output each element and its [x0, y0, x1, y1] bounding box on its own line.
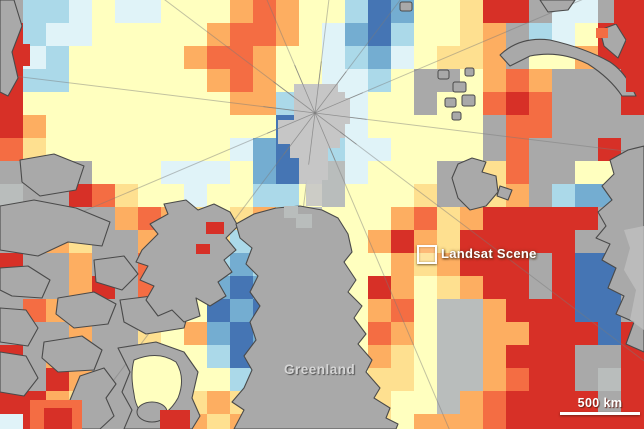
landsat-scene-label: Landsat Scene — [441, 246, 537, 261]
greenland-label: Greenland — [284, 362, 356, 377]
island-svalbard — [451, 157, 499, 211]
island-bathurst — [93, 255, 139, 291]
land-scandinavia — [595, 145, 644, 353]
scandinavia-highlight — [624, 226, 644, 330]
islands-franz-josef — [399, 1, 476, 121]
island-cornwallis — [55, 291, 117, 329]
island-west-2 — [0, 307, 39, 347]
island-melville — [0, 199, 111, 257]
island-arc-severnaya — [499, 38, 637, 97]
land-greenland — [231, 205, 399, 429]
land-topright-coast — [539, 0, 576, 13]
scale-bar-line — [560, 412, 640, 415]
meridian-core-lines — [263, 61, 367, 165]
island-ellef-ringnes — [19, 153, 85, 197]
landsat-scene-box — [417, 245, 437, 264]
coastal-accents — [16, 0, 644, 429]
island-devon — [41, 335, 103, 373]
land-topleft-strip — [0, 0, 23, 97]
scale-bar: 500 km — [560, 396, 640, 415]
pole-data-hole — [278, 84, 350, 228]
island-svalbard-east — [496, 185, 513, 201]
island-west-1 — [0, 265, 51, 299]
scale-bar-label: 500 km — [577, 396, 623, 410]
island-west-3 — [0, 351, 39, 397]
